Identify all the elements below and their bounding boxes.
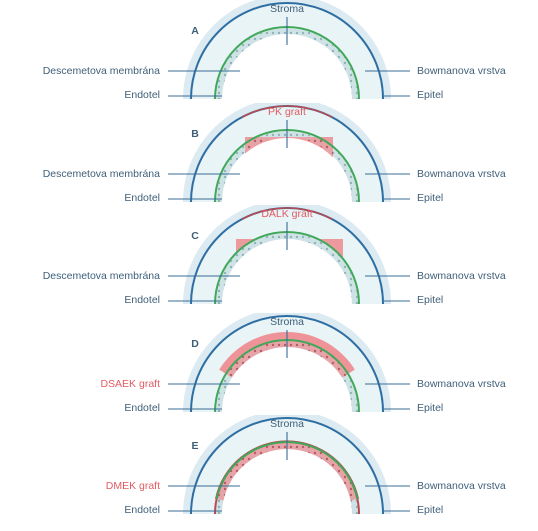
panel-letter: A	[191, 25, 199, 37]
pk-graft	[245, 137, 333, 158]
right-upper-label: Bowmanova vrstva	[417, 378, 506, 390]
top-label: PK graft	[268, 106, 306, 118]
panel-b: PK graft B Descemetova membrána Endotel Bowm…	[43, 103, 506, 204]
panel-letter: D	[191, 338, 199, 350]
graft-endothelium	[226, 340, 348, 378]
top-label: Stroma	[270, 3, 304, 15]
panel-c: DALK graft C Descemetova membrána Endotel Bo…	[43, 205, 506, 306]
top-label: Stroma	[270, 316, 304, 328]
right-lower-label: Epitel	[417, 504, 443, 516]
dsaek-graft	[219, 331, 355, 378]
dalk-graft	[236, 239, 343, 259]
panel-d: Stroma D DSAEK graft Endotel Bowmanova vrstv…	[100, 313, 506, 414]
panel-letter: B	[191, 128, 199, 140]
panel-a: Stroma A Descemetova membrána Endotel Bowman…	[43, 0, 506, 101]
top-label: DALK graft	[261, 208, 312, 220]
left-lower-label: Endotel	[124, 402, 160, 414]
panel-letter: C	[191, 230, 199, 242]
right-lower-label: Epitel	[417, 89, 443, 101]
bowman-layer-line	[190, 417, 384, 514]
right-upper-label: Bowmanova vrstva	[417, 168, 506, 180]
right-lower-label: Epitel	[417, 192, 443, 204]
stroma-layer	[191, 3, 383, 99]
stroma-layer	[191, 316, 383, 412]
left-lower-label: Endotel	[124, 294, 160, 306]
right-upper-label: Bowmanova vrstva	[417, 480, 506, 492]
panel-e: Stroma E DMEK graft Endotel Bowmanova vrstva…	[106, 415, 506, 516]
bowman-layer-line	[190, 315, 384, 412]
stroma-layer	[191, 106, 383, 202]
stroma-layer	[191, 208, 383, 304]
right-lower-label: Epitel	[417, 402, 443, 414]
dmek-graft	[215, 441, 359, 501]
left-lower-label: Endotel	[124, 504, 160, 516]
right-upper-label: Bowmanova vrstva	[417, 65, 506, 77]
left-upper-label: Descemetova membrána	[43, 65, 160, 77]
left-upper-label: DSAEK graft	[100, 378, 160, 390]
bowman-layer-line	[190, 2, 384, 99]
left-lower-label: Endotel	[124, 89, 160, 101]
stroma-layer	[191, 418, 383, 514]
right-upper-label: Bowmanova vrstva	[417, 270, 506, 282]
top-label: Stroma	[270, 418, 304, 430]
left-upper-label: Descemetova membrána	[43, 168, 160, 180]
panel-letter: E	[191, 440, 198, 452]
left-upper-label: Descemetova membrána	[43, 270, 160, 282]
left-upper-label: DMEK graft	[106, 480, 160, 492]
left-lower-label: Endotel	[124, 192, 160, 204]
right-lower-label: Epitel	[417, 294, 443, 306]
